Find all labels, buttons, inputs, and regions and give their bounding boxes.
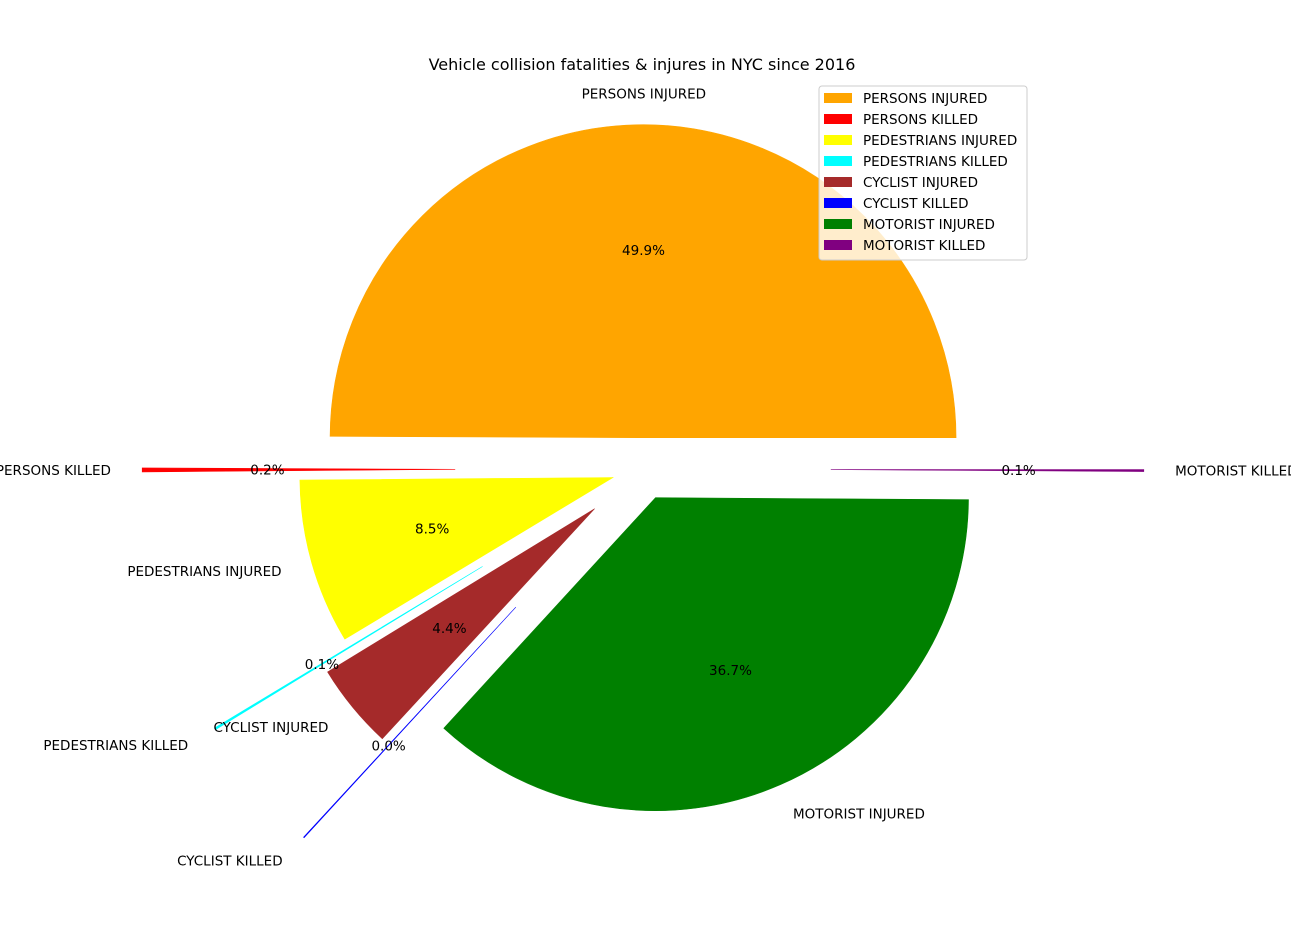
percent-label-cyclist-killed: 0.0% [371,738,405,754]
percent-label-cyclist-injured: 4.4% [432,621,466,637]
pie-slice-cyclist-injured [327,508,595,740]
percent-label-persons-killed: 0.2% [250,463,284,479]
slice-label-pedestrians-killed: PEDESTRIANS KILLED [43,738,188,754]
pie-slice-pedestrians-killed [214,566,483,731]
legend-label-pedestrians-injured: PEDESTRIANS INJURED [863,133,1017,149]
percent-label-pedestrians-killed: 0.1% [305,657,339,673]
slice-label-cyclist-injured: CYCLIST INJURED [213,720,328,736]
legend-label-pedestrians-killed: PEDESTRIANS KILLED [863,154,1008,170]
slice-label-pedestrians-injured: PEDESTRIANS INJURED [127,564,281,580]
pie-slice-pedestrians-injured [299,477,614,640]
legend-swatch-motorist-killed [824,240,852,250]
slice-label-motorist-killed: MOTORIST KILLED [1175,464,1291,480]
legend-swatch-pedestrians-injured [824,135,852,145]
legend-label-persons-killed: PERSONS KILLED [863,112,978,128]
legend-label-motorist-injured: MOTORIST INJURED [863,217,995,233]
pie-wedges [141,124,1145,839]
slice-label-cyclist-killed: CYCLIST KILLED [177,853,283,869]
slice-label-persons-killed: PERSONS KILLED [0,463,111,479]
percent-label-persons-injured: 49.9% [622,243,665,259]
legend-swatch-cyclist-killed [824,198,852,208]
percent-label-motorist-killed: 0.1% [1001,463,1035,479]
legend-box [818,85,1028,261]
legend-label-cyclist-injured: CYCLIST INJURED [863,175,978,191]
legend-swatch-cyclist-injured [824,177,852,187]
slice-labels: PERSONS INJURED PERSONS KILLED PEDESTRIANS… [0,86,1291,869]
pie-slice-motorist-injured [443,497,969,811]
percent-label-pedestrians-injured: 8.5% [415,522,449,538]
slice-label-motorist-injured: MOTORIST INJURED [793,806,925,822]
legend-swatch-persons-killed [824,114,852,124]
legend: PERSONS INJURED PERSONS KILLED PEDESTRIANS… [818,85,1028,261]
percent-labels: 49.9% 0.2% 8.5% 0.1% 4.4% 0.0% 36.7% 0.1% [250,243,1036,754]
chart-title: Vehicle collision fatalities & injures i… [429,55,856,74]
pie-slice-motorist-killed [830,469,1145,472]
pie-slice-persons-injured [329,124,957,438]
pie-slice-cyclist-killed [303,606,517,839]
legend-label-cyclist-killed: CYCLIST KILLED [863,196,969,212]
percent-label-motorist-injured: 36.7% [709,663,752,679]
legend-swatch-pedestrians-killed [824,156,852,166]
legend-swatch-persons-injured [824,93,852,103]
legend-label-persons-injured: PERSONS INJURED [863,91,987,107]
legend-label-motorist-killed: MOTORIST KILLED [863,238,985,254]
slice-label-persons-injured: PERSONS INJURED [582,86,706,102]
pie-slice-persons-killed [141,467,456,473]
legend-swatch-motorist-injured [824,219,852,229]
